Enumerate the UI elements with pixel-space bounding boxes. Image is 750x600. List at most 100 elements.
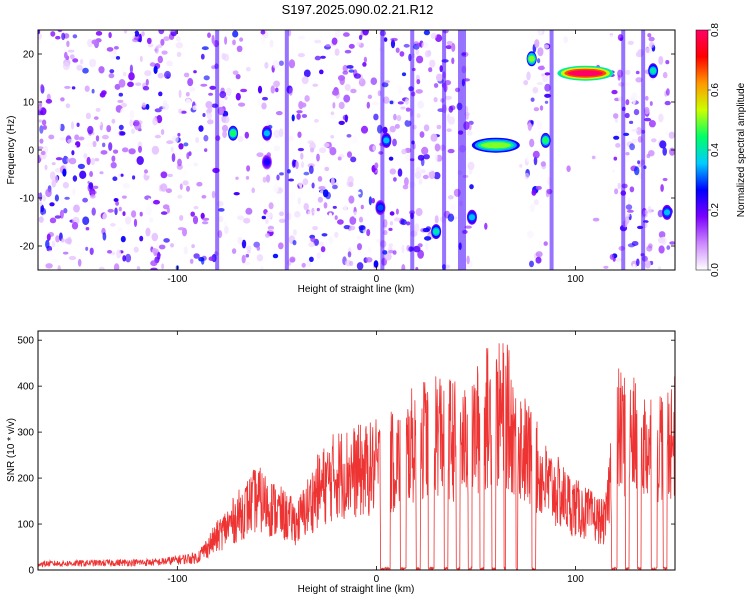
heatmap-cell bbox=[332, 102, 336, 109]
heatmap-cell bbox=[660, 184, 664, 192]
heatmap-cell bbox=[133, 119, 140, 126]
heatmap-cell bbox=[627, 197, 631, 206]
heatmap-cell bbox=[209, 85, 216, 90]
heatmap-cell bbox=[57, 150, 65, 160]
heatmap-cell bbox=[319, 241, 324, 246]
heatmap-cell bbox=[623, 82, 631, 86]
heatmap-cell bbox=[405, 98, 409, 105]
heatmap-cell bbox=[262, 96, 268, 101]
heatmap-cell bbox=[186, 185, 190, 192]
heatmap-cell bbox=[177, 227, 185, 231]
heatmap-cell bbox=[133, 218, 138, 227]
heatmap-cell bbox=[265, 218, 269, 225]
heatmap-cell bbox=[200, 53, 205, 60]
heatmap-cell bbox=[297, 53, 305, 58]
heatmap-cell bbox=[127, 81, 134, 88]
heatmap-cell bbox=[393, 113, 397, 121]
heatmap-cell bbox=[349, 225, 356, 231]
y-tick-label: 400 bbox=[17, 382, 34, 393]
heatmap-cell bbox=[132, 138, 137, 146]
heatmap-cell bbox=[299, 185, 303, 195]
heatmap-cell bbox=[158, 91, 163, 97]
heatmap-cell bbox=[615, 258, 623, 262]
heatmap-cell bbox=[45, 239, 50, 249]
heatmap-cell bbox=[86, 156, 91, 166]
heatmap-hotspot bbox=[263, 159, 271, 165]
heatmap-cell bbox=[151, 232, 159, 242]
heatmap-cell bbox=[129, 110, 135, 119]
heatmap-cell bbox=[219, 91, 227, 99]
heatmap-cell bbox=[101, 134, 109, 140]
heatmap-cell bbox=[383, 96, 390, 104]
heatmap-cell bbox=[120, 173, 124, 177]
heatmap-cell bbox=[301, 76, 309, 85]
heatmap-cell bbox=[430, 32, 437, 40]
heatmap-cell bbox=[57, 265, 61, 270]
heatmap-cell bbox=[232, 30, 239, 38]
heatmap-cell bbox=[57, 30, 63, 33]
heatmap-cell bbox=[401, 264, 406, 270]
heatmap-cell bbox=[49, 217, 57, 224]
heatmap-cell bbox=[613, 156, 618, 161]
heatmap-cell bbox=[128, 148, 136, 155]
heatmap-cell bbox=[245, 66, 251, 72]
heatmap-cell bbox=[190, 211, 195, 217]
heatmap-cell bbox=[55, 235, 60, 243]
heatmap-cell bbox=[416, 113, 421, 119]
heatmap-cell bbox=[312, 83, 319, 87]
heatmap-cell bbox=[298, 101, 304, 110]
heatmap-cell bbox=[297, 197, 301, 205]
heatmap-cell bbox=[102, 212, 110, 221]
heatmap-cell bbox=[350, 136, 358, 145]
heatmap-cell bbox=[631, 138, 637, 144]
heatmap-cell bbox=[444, 95, 452, 100]
heatmap-cell bbox=[609, 254, 615, 260]
heatmap-cell bbox=[256, 98, 262, 106]
heatmap-cell bbox=[288, 178, 295, 182]
heatmap-cell bbox=[445, 264, 451, 269]
heatmap-cell bbox=[353, 73, 361, 79]
heatmap-cell bbox=[82, 67, 89, 74]
heatmap-cell bbox=[324, 166, 330, 172]
heatmap-cell bbox=[128, 72, 135, 81]
heatmap-cell bbox=[279, 211, 284, 217]
heatmap-cell bbox=[201, 221, 209, 225]
heatmap-cell bbox=[189, 86, 196, 92]
heatmap-cell bbox=[393, 177, 397, 182]
heatmap-cell bbox=[342, 114, 349, 121]
heatmap-cell bbox=[42, 194, 46, 202]
heatmap-cell bbox=[325, 191, 331, 200]
heatmap-cell bbox=[337, 165, 343, 175]
heatmap-cell bbox=[389, 100, 394, 105]
heatmap-cell bbox=[591, 155, 596, 160]
heatmap-cell bbox=[334, 30, 341, 38]
heatmap-cell bbox=[65, 103, 71, 109]
heatmap-cell bbox=[337, 156, 342, 161]
y-tick-label: 0 bbox=[28, 146, 34, 157]
heatmap-cell bbox=[135, 82, 142, 86]
heatmap-cell bbox=[261, 215, 266, 220]
x-tick-label: 100 bbox=[567, 274, 584, 285]
heatmap-cell bbox=[366, 101, 370, 109]
heatmap-cell bbox=[272, 184, 279, 193]
heatmap-cell bbox=[71, 144, 77, 148]
heatmap-cell bbox=[83, 153, 88, 159]
heatmap-cell bbox=[383, 37, 388, 42]
heatmap-cell bbox=[317, 176, 323, 182]
heatmap-cell bbox=[363, 56, 367, 63]
heatmap-cell bbox=[191, 244, 195, 249]
heatmap-cell bbox=[236, 45, 243, 52]
heatmap-cell bbox=[449, 105, 456, 111]
heatmap-cell bbox=[384, 252, 392, 261]
heatmap-cell bbox=[62, 181, 69, 189]
heatmap-cell bbox=[64, 196, 70, 200]
heatmap-cell bbox=[348, 43, 355, 49]
heatmap-cell bbox=[112, 176, 118, 181]
heatmap-cell bbox=[388, 227, 393, 231]
heatmap-hotspot bbox=[528, 55, 535, 62]
heatmap-cell bbox=[646, 153, 651, 159]
heatmap-cell bbox=[179, 215, 184, 221]
heatmap-cell bbox=[338, 101, 345, 110]
heatmap-cell bbox=[157, 72, 164, 79]
heatmap-cell bbox=[138, 145, 142, 153]
